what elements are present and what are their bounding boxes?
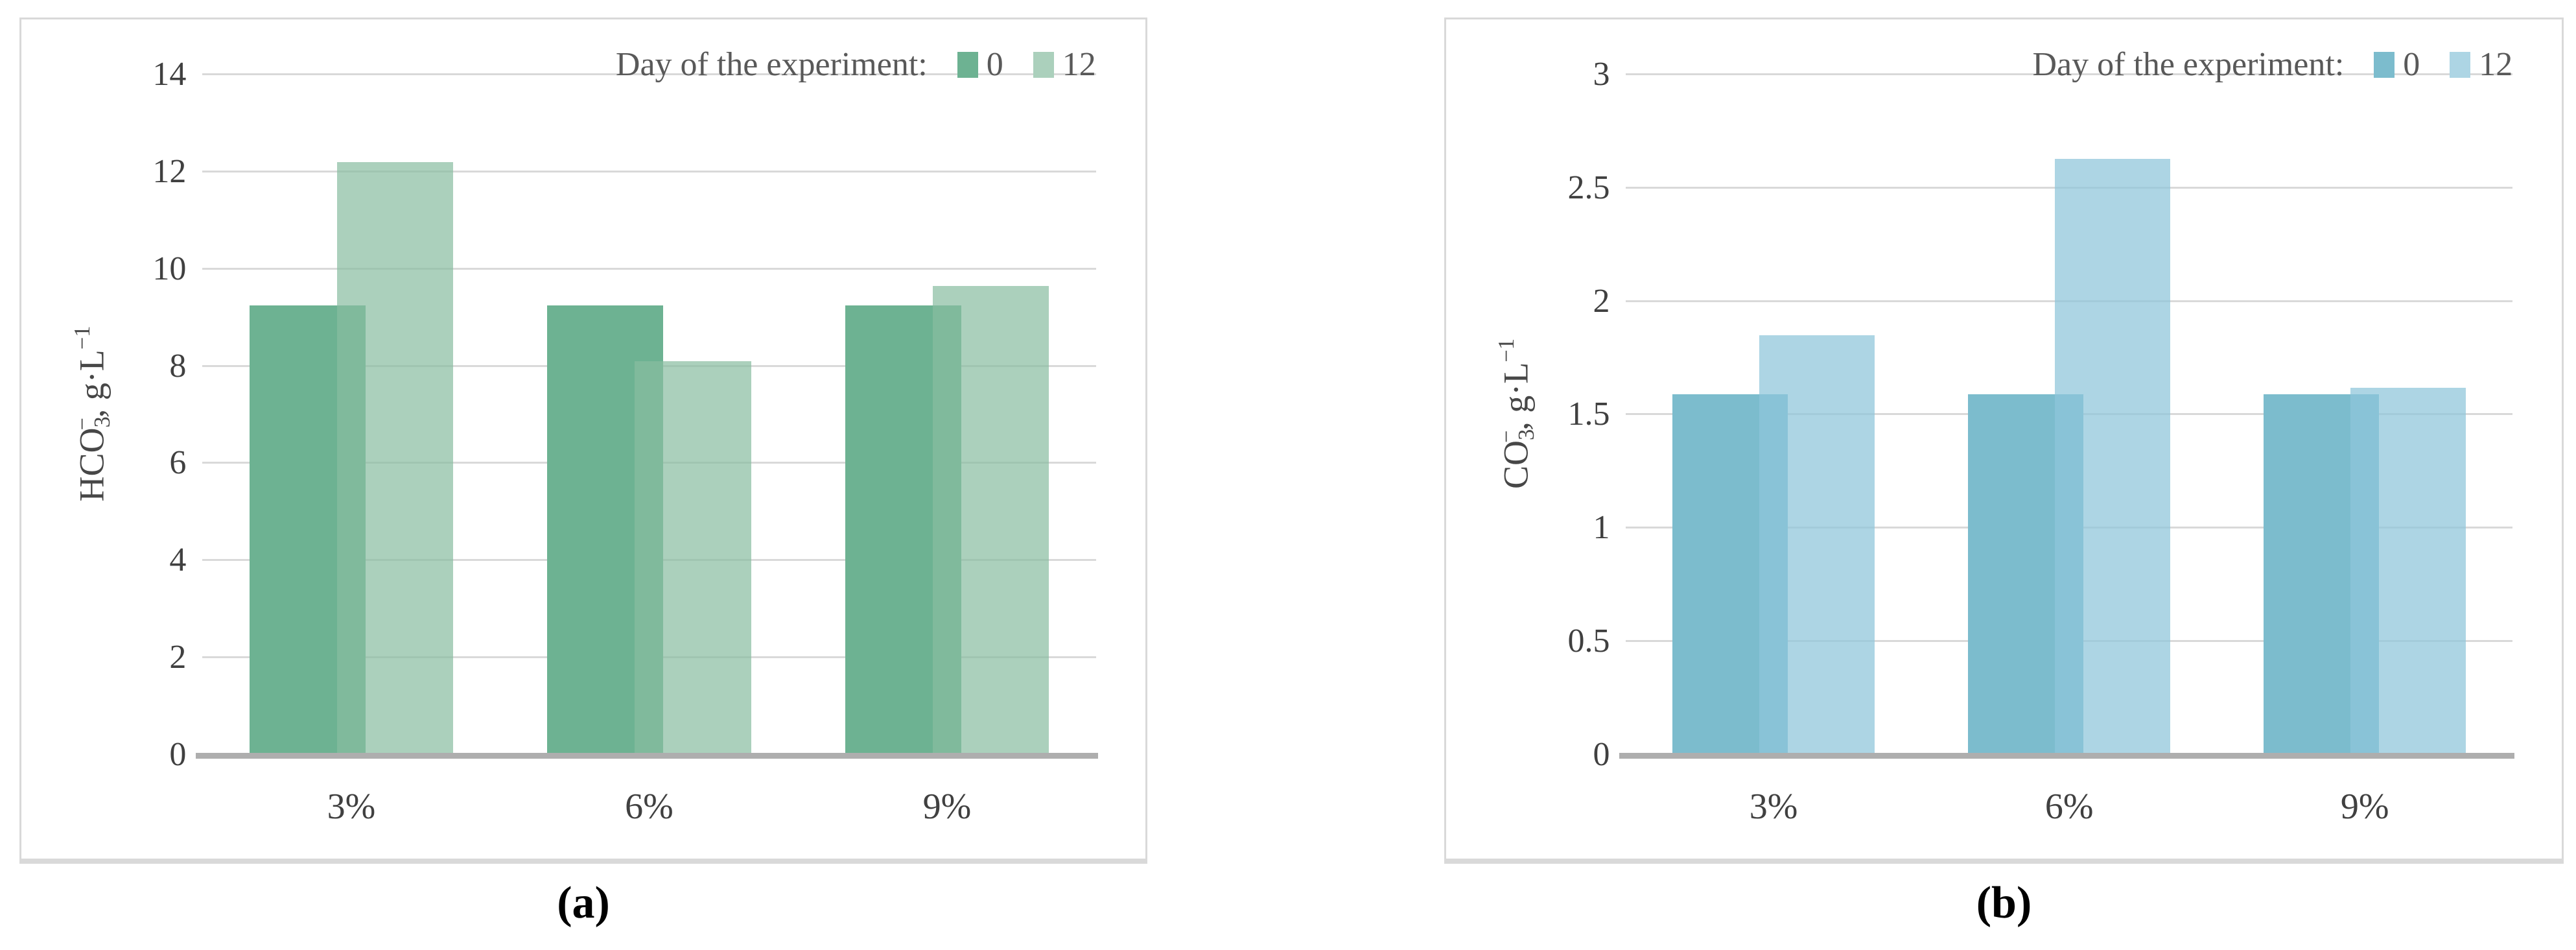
figure-row: HCO3−, g·L−1 Day of the experiment: 0 12 1… bbox=[19, 18, 2564, 926]
y-axis-title: HCO3−, g·L−1 bbox=[62, 110, 115, 717]
plot-area: 3 2.5 2 1.5 1 0.5 0 3% 6% 9% bbox=[1567, 58, 2515, 825]
y-tick-label: 14 bbox=[152, 56, 187, 93]
legend-title: Day of the experiment: bbox=[2032, 45, 2345, 83]
figure-caption-b: (b) bbox=[1976, 878, 2032, 928]
y-tick-label: 2.5 bbox=[1567, 169, 1610, 207]
y-tick-label: 6 bbox=[169, 444, 187, 482]
legend-entry-label: 0 bbox=[2403, 45, 2420, 83]
legend: Day of the experiment: 0 12 bbox=[615, 45, 1096, 83]
y-tick-label: 12 bbox=[152, 153, 187, 191]
bar-6pct-day12 bbox=[635, 361, 751, 755]
gridline bbox=[1626, 73, 2513, 76]
gridline bbox=[202, 73, 1096, 76]
y-tick-label: 8 bbox=[169, 347, 187, 385]
legend-entry-day-12: 12 bbox=[1003, 45, 1096, 83]
y-axis-title-unit-exponent: −1 bbox=[1493, 338, 1519, 362]
y-axis-title-charge: − bbox=[69, 418, 95, 431]
y-axis-title-unit-exponent: −1 bbox=[69, 326, 95, 350]
x-axis-line bbox=[196, 752, 1098, 759]
x-category-label: 9% bbox=[922, 786, 972, 827]
legend-swatch bbox=[1033, 51, 1054, 78]
legend-swatch bbox=[2450, 51, 2471, 78]
y-axis-title-charge: − bbox=[1493, 430, 1519, 444]
legend-entry-day-0: 0 bbox=[2344, 45, 2420, 83]
y-tick-label: 2 bbox=[169, 638, 187, 676]
y-tick-label: 4 bbox=[169, 541, 187, 579]
y-tick-label: 0 bbox=[169, 735, 187, 773]
bar-6pct-day12 bbox=[2055, 158, 2171, 755]
x-category-label: 3% bbox=[327, 786, 376, 827]
bar-3pct-day12 bbox=[1759, 335, 1875, 755]
bar-9pct-day12 bbox=[2350, 387, 2466, 755]
bar-3pct-day12 bbox=[336, 162, 454, 755]
legend-title: Day of the experiment: bbox=[615, 45, 928, 83]
y-tick-label: 3 bbox=[1593, 56, 1610, 93]
y-tick-label: 2 bbox=[1593, 282, 1610, 320]
y-tick-label: 10 bbox=[152, 250, 187, 287]
legend: Day of the experiment: 0 12 bbox=[2032, 45, 2513, 83]
x-axis-line bbox=[1619, 752, 2515, 759]
x-category-label: 3% bbox=[1749, 786, 1798, 827]
legend-entry-label: 12 bbox=[1062, 45, 1096, 83]
x-category-label: 6% bbox=[625, 786, 673, 827]
legend-entry-day-12: 12 bbox=[2420, 45, 2513, 83]
legend-entry-label: 0 bbox=[986, 45, 1003, 83]
y-axis-title: CO3−, g·L−1 bbox=[1486, 110, 1539, 717]
y-tick-label: 1.5 bbox=[1567, 396, 1610, 433]
bar-9pct-day12 bbox=[932, 286, 1049, 755]
gridline bbox=[202, 171, 1096, 173]
gridline bbox=[202, 267, 1096, 270]
figure-caption-a: (a) bbox=[557, 878, 610, 928]
legend-entry-day-0: 0 bbox=[928, 45, 1003, 83]
figure-a: HCO3−, g·L−1 Day of the experiment: 0 12 1… bbox=[19, 18, 1147, 926]
legend-swatch bbox=[2374, 51, 2395, 78]
y-tick-label: 1 bbox=[1593, 509, 1610, 547]
legend-entry-label: 12 bbox=[2479, 45, 2513, 83]
y-axis-title-unit: , g·L bbox=[1496, 362, 1536, 431]
chart-panel-a: HCO3−, g·L−1 Day of the experiment: 0 12 1… bbox=[19, 18, 1147, 864]
plot-area: 14 12 10 8 6 4 2 0 3% 6% 9% bbox=[152, 58, 1098, 825]
y-axis-title-formula: CO bbox=[1496, 440, 1536, 490]
y-tick-label: 0 bbox=[1593, 735, 1610, 773]
legend-swatch bbox=[957, 51, 978, 78]
y-axis-title-unit: , g·L bbox=[72, 350, 111, 418]
y-axis-title-formula: HCO bbox=[72, 427, 111, 502]
x-category-label: 6% bbox=[2044, 786, 2094, 827]
y-tick-label: 0.5 bbox=[1567, 622, 1610, 659]
x-category-label: 9% bbox=[2340, 786, 2389, 827]
